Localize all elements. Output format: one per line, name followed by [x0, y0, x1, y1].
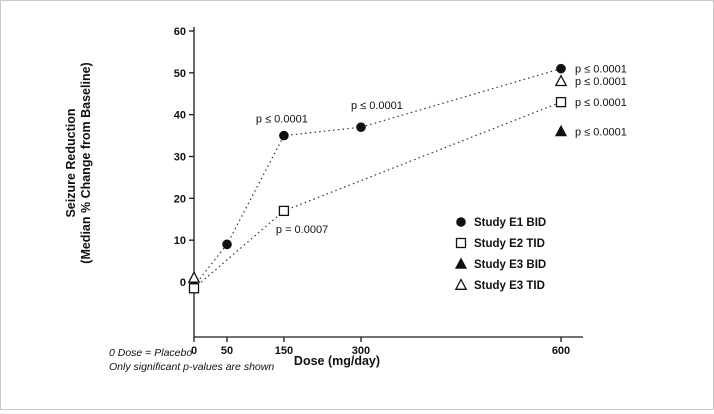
y-tick-label: 20 [174, 193, 186, 205]
x-tick-label: 50 [221, 345, 233, 357]
data-point-marker [188, 283, 200, 294]
annotation-pvalue-2: p ≤ 0.0001 [351, 100, 403, 112]
data-point-marker [556, 63, 566, 74]
data-point-marker [554, 124, 568, 137]
legend-label-1: Study E1 BID [474, 217, 546, 229]
x-tick-label: 0 [191, 345, 197, 357]
data-point-marker [222, 239, 232, 250]
annotation-pvalue-7: p ≤ 0.0001 [575, 126, 627, 138]
legend-marker-2 [455, 237, 467, 249]
data-point-marker [356, 122, 366, 133]
legend-label-2: Study E2 TID [474, 238, 545, 250]
footnote-2: Only significant p-values are shown [109, 361, 274, 373]
legend-marker-4 [454, 278, 468, 290]
data-point-marker [555, 96, 567, 108]
x-tick-label: 300 [352, 345, 370, 357]
y-tick-label: 0 [180, 277, 186, 289]
y-tick-label: 50 [174, 68, 186, 80]
annotation-pvalue-6: p ≤ 0.0001 [575, 97, 627, 109]
data-point-marker [187, 270, 201, 283]
annotation-pvalue-3: p = 0.0007 [276, 224, 328, 236]
y-tick-label: 60 [174, 26, 186, 38]
y-tick-label: 40 [174, 110, 186, 122]
annotation-pvalue-5: p ≤ 0.0001 [575, 76, 627, 88]
data-point-marker [278, 205, 290, 217]
legend-label-4: Study E3 TID [474, 280, 545, 292]
x-tick-label: 600 [552, 345, 570, 357]
data-point-marker [279, 130, 289, 141]
x-tick-label: 150 [275, 345, 293, 357]
legend-marker-1 [456, 217, 466, 227]
annotation-pvalue-1: p ≤ 0.0001 [256, 114, 308, 126]
x-axis-title: Dose (mg/day) [294, 354, 380, 368]
y-tick-label: 10 [174, 235, 186, 247]
legend-label-3: Study E3 BID [474, 259, 546, 271]
y-axis-title-line1: Seizure Reduction [64, 108, 78, 217]
y-tick-label: 30 [174, 152, 186, 164]
data-point-marker [554, 74, 568, 87]
annotation-pvalue-4: p ≤ 0.0001 [575, 64, 627, 76]
y-axis-title-line2: (Median % Change from Baseline) [79, 62, 93, 263]
legend-marker-3 [454, 257, 468, 269]
footnote-1: 0 Dose = Placebo [109, 347, 192, 359]
